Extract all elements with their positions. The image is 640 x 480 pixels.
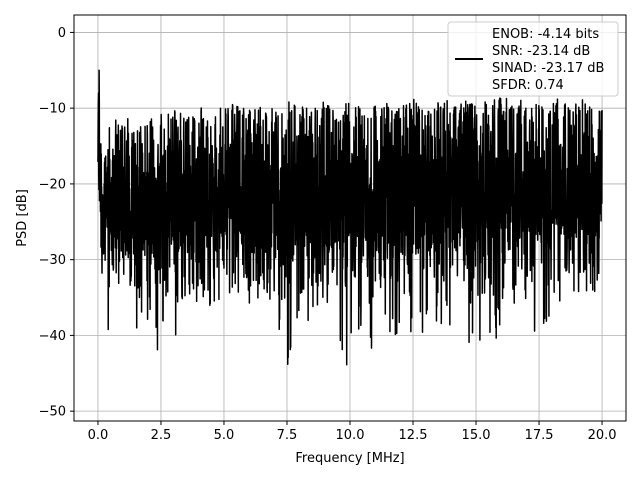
x-axis-ticks: 0.0 2.5 5.0 7.5 10.0 12.5 15.0 17.5 20.0: [88, 421, 617, 443]
y-axis-ticks: 0 −10 −20 −30 −40 −50: [39, 26, 74, 420]
legend-box: [447, 21, 619, 97]
y-axis-label: PSD [dB]: [15, 189, 30, 247]
x-tick-label: 17.5: [525, 428, 554, 443]
plot-area: [97, 69, 603, 366]
x-axis-label: Frequency [MHz]: [295, 451, 404, 466]
x-tick-label: 20.0: [588, 428, 617, 443]
legend-entry-sfdr: SFDR: 0.74: [492, 78, 564, 93]
x-tick-label: 10.0: [336, 428, 365, 443]
legend-entry-snr: SNR: -23.14 dB: [492, 44, 590, 59]
x-tick-label: 7.5: [277, 428, 298, 443]
y-tick-label: −50: [39, 405, 66, 420]
x-tick-label: 0.0: [88, 428, 109, 443]
series-layer: [97, 69, 603, 366]
y-tick-label: −40: [39, 329, 66, 344]
x-tick-label: 2.5: [151, 428, 172, 443]
legend-entry-sinad: SINAD: -23.17 dB: [492, 61, 604, 76]
legend: ENOB: -4.14 bits SNR: -23.14 dB SINAD: -…: [447, 21, 619, 97]
psd-series-line: [97, 69, 603, 366]
y-tick-label: −20: [39, 177, 66, 192]
legend-entry-enob: ENOB: -4.14 bits: [492, 27, 599, 42]
x-tick-label: 5.0: [214, 428, 235, 443]
y-tick-label: 0: [58, 26, 66, 41]
x-tick-label: 12.5: [399, 428, 428, 443]
y-tick-label: −30: [39, 253, 66, 268]
x-tick-label: 15.0: [462, 428, 491, 443]
y-tick-label: −10: [39, 102, 66, 117]
